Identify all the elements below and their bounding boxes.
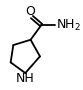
Text: NH: NH xyxy=(16,72,35,85)
Text: O: O xyxy=(26,5,36,18)
Text: NH$_2$: NH$_2$ xyxy=(56,18,81,33)
